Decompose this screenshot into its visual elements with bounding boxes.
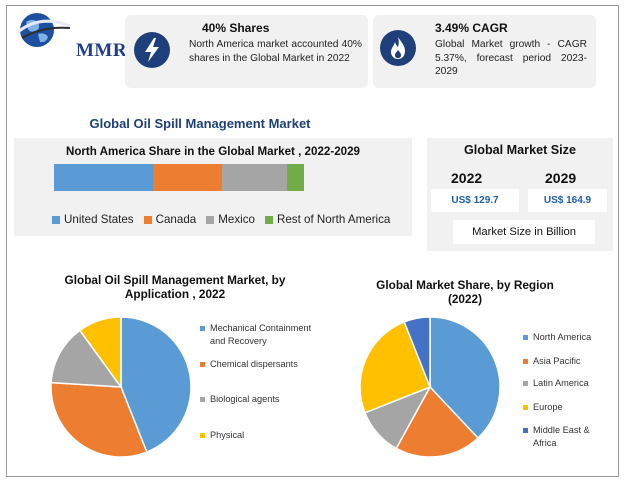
stacked-bar <box>54 164 304 191</box>
legend-item-europe: Europe <box>523 401 563 414</box>
legend-label-line: Mechanical Containment <box>210 323 312 333</box>
legend-swatch <box>52 215 60 224</box>
chart-title-line: Global Oil Spill Management Market, by <box>64 273 286 287</box>
pie-slice-asia-pacific <box>395 385 479 458</box>
legend-label-line: Latin America <box>533 378 589 388</box>
legend-label: Canada <box>155 213 197 226</box>
legend-item-canada: Canada <box>143 213 197 226</box>
chart-title-line: (2022) <box>447 292 483 306</box>
year-2029: 2029 <box>545 170 577 186</box>
legend-label-line: Asia Pacific <box>533 356 581 366</box>
legend-swatch <box>200 433 205 438</box>
flame-icon <box>380 30 416 66</box>
shares-card: 40% Shares North America market accounte… <box>125 15 368 88</box>
legend-label: North America <box>533 331 591 344</box>
legend-label-line: North America <box>533 332 592 342</box>
chart-title-line: Global Market Share, by Region <box>376 278 554 292</box>
pie-slice-biological-agents <box>50 329 123 388</box>
legend-label: Mechanical Containment and Recovery <box>210 322 311 347</box>
legend-item-mexico: Mexico <box>206 213 255 226</box>
legend-label-line: Physical <box>210 430 245 440</box>
legend-label: Latin America <box>533 377 589 390</box>
legend-swatch <box>206 215 215 224</box>
pie-slice-middle-east-africa <box>403 316 431 388</box>
card-title: 40% Shares <box>202 21 270 35</box>
legend-label: Physical <box>210 429 244 442</box>
legend-label-line: Chemical dispersants <box>210 359 298 369</box>
legend-item-biological-agents: Biological agents <box>200 393 279 406</box>
legend-label: Chemical dispersants <box>210 358 298 371</box>
legend-label: Europe <box>533 401 563 414</box>
pie-slice-mechanical-containment-and-recovery <box>120 316 192 454</box>
pie-slice-north-america <box>429 316 501 440</box>
legend-swatch <box>523 359 528 364</box>
north-america-share-panel: North America Share in the Global Market… <box>14 138 412 236</box>
value-2022: US$ 129.7 <box>431 189 519 212</box>
application-pie-title: Global Oil Spill Management Market, by Ap… <box>40 273 310 301</box>
legend-item-mechanical-containment-and-recovery: Mechanical Containment and Recovery <box>200 322 311 347</box>
legend-swatch <box>523 335 528 340</box>
legend-item-rest-of-north-america: Rest of North America <box>264 213 391 226</box>
legend-swatch <box>523 428 528 433</box>
page-title: Global Oil Spill Management Market <box>89 116 311 131</box>
legend-swatch <box>143 215 152 224</box>
legend-label: United States <box>64 213 134 226</box>
brand-name: MMR <box>76 40 128 61</box>
region-pie-chart <box>359 316 501 458</box>
globe-icon <box>17 13 71 47</box>
bar-segment-rest-of-north-america <box>286 164 304 191</box>
application-pie-chart <box>50 316 192 458</box>
card-body: Global Market growth - CAGR 5.37%, forec… <box>435 39 587 77</box>
market-size-unit: Market Size in Billion <box>453 220 595 244</box>
legend-label-line: Europe <box>533 402 563 412</box>
market-size-title: Global Market Size <box>464 143 576 157</box>
logo: MMR <box>16 10 127 61</box>
chart-title-line: Application , 2022 <box>124 287 226 301</box>
lightning-icon <box>134 32 170 68</box>
bar-segment-mexico <box>222 164 287 191</box>
application-legend: Mechanical Containment and Recovery Chemic… <box>200 318 340 458</box>
bar-legend: United States Canada Mexico Rest of North A… <box>52 213 400 226</box>
legend-label: Biological agents <box>210 393 279 406</box>
legend-label-line: Biological agents <box>210 394 280 404</box>
market-size-panel: Global Market Size 2022 2029 US$ 129.7 U… <box>427 138 613 251</box>
legend-item-physical: Physical <box>200 429 244 442</box>
cagr-card: 3.49% CAGR Global Market growth - CAGR 5… <box>373 15 596 88</box>
legend-swatch <box>200 326 205 331</box>
legend-label-line: and Recovery <box>210 335 267 346</box>
legend-swatch <box>200 362 205 367</box>
legend-item-middle-east-africa: Middle East & Africa <box>523 424 590 449</box>
legend-label: Middle East & Africa <box>533 424 590 449</box>
legend-label: Mexico <box>218 213 255 226</box>
legend-label: Asia Pacific <box>533 355 581 368</box>
legend-label-line: Middle East & <box>533 425 590 435</box>
bar-segment-united-states <box>54 164 153 191</box>
legend-label: Rest of North America <box>276 213 391 226</box>
value-2029: US$ 164.9 <box>528 189 607 212</box>
legend-swatch <box>523 405 528 410</box>
legend-swatch <box>264 215 273 224</box>
region-pie-title: Global Market Share, by Region (2022) <box>365 278 565 306</box>
legend-item-north-america: North America <box>523 331 591 344</box>
legend-swatch <box>200 397 205 402</box>
pie-slice-chemical-dispersants <box>50 381 148 458</box>
legend-item-united-states: United States <box>52 213 134 226</box>
year-2022: 2022 <box>451 170 483 186</box>
chart-title: North America Share in the Global Market… <box>65 145 361 158</box>
region-legend: North America Asia Pacific Latin America Eu… <box>523 331 618 461</box>
infographic-frame <box>6 5 619 477</box>
card-body: North America market accounted 40% share… <box>189 39 362 64</box>
card-title: 3.49% CAGR <box>435 21 508 35</box>
pie-slice-physical <box>78 316 122 390</box>
legend-swatch <box>523 381 528 386</box>
legend-item-asia-pacific: Asia Pacific <box>523 355 581 368</box>
legend-label-line: Africa <box>533 437 557 448</box>
legend-item-chemical-dispersants: Chemical dispersants <box>200 358 298 371</box>
legend-item-latin-america: Latin America <box>523 377 589 390</box>
bar-segment-canada <box>153 164 223 191</box>
